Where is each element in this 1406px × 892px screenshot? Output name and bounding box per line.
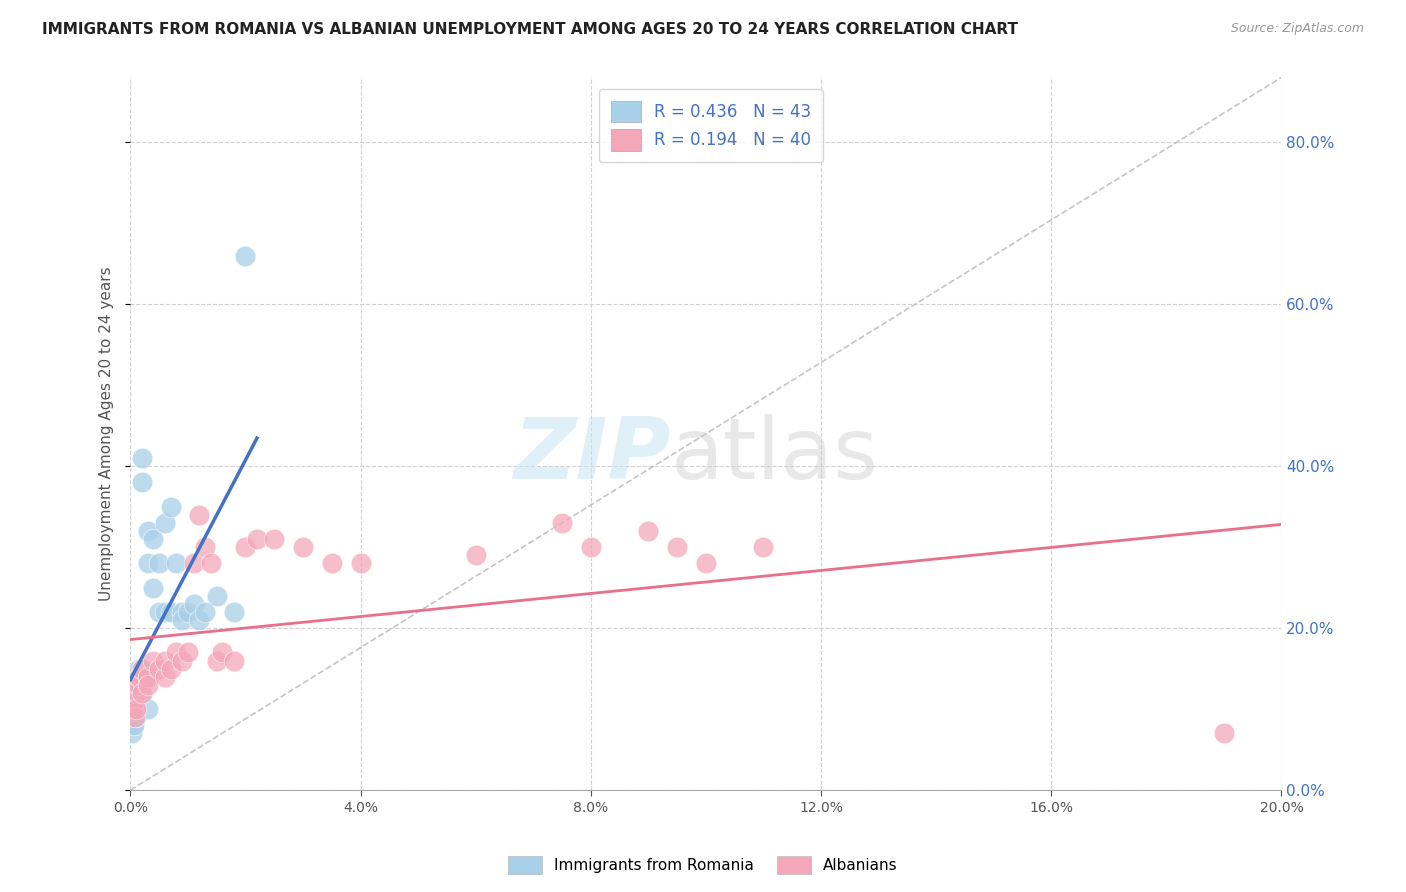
Point bbox=[177, 605, 200, 619]
Point bbox=[349, 557, 371, 571]
Point bbox=[695, 557, 717, 571]
Point bbox=[124, 710, 146, 724]
Point bbox=[124, 694, 146, 708]
Point bbox=[194, 605, 217, 619]
Point bbox=[165, 645, 187, 659]
Point bbox=[205, 654, 228, 668]
Point bbox=[159, 605, 181, 619]
Point bbox=[131, 662, 153, 676]
Point bbox=[131, 678, 153, 692]
Point bbox=[127, 670, 149, 684]
Point bbox=[136, 670, 159, 684]
Point bbox=[131, 686, 153, 700]
Point bbox=[148, 605, 170, 619]
Point bbox=[183, 557, 205, 571]
Point bbox=[165, 557, 187, 571]
Point bbox=[128, 670, 150, 684]
Point bbox=[637, 524, 659, 538]
Point bbox=[235, 540, 257, 554]
Point bbox=[121, 718, 143, 732]
Point bbox=[125, 686, 148, 700]
Point bbox=[131, 451, 153, 466]
Point bbox=[127, 678, 149, 692]
Point bbox=[128, 670, 150, 684]
Point bbox=[136, 670, 159, 684]
Point bbox=[122, 702, 145, 716]
Point bbox=[125, 686, 148, 700]
Point bbox=[128, 662, 150, 676]
Point bbox=[127, 678, 149, 692]
Point bbox=[125, 702, 148, 716]
Point bbox=[1212, 726, 1234, 740]
Point bbox=[122, 710, 145, 724]
Point bbox=[263, 532, 285, 546]
Point bbox=[222, 654, 245, 668]
Legend: Immigrants from Romania, Albanians: Immigrants from Romania, Albanians bbox=[502, 850, 904, 880]
Point bbox=[125, 694, 148, 708]
Point bbox=[148, 662, 170, 676]
Text: Source: ZipAtlas.com: Source: ZipAtlas.com bbox=[1230, 22, 1364, 36]
Point bbox=[121, 702, 143, 716]
Point bbox=[131, 475, 153, 490]
Point bbox=[222, 605, 245, 619]
Y-axis label: Unemployment Among Ages 20 to 24 years: Unemployment Among Ages 20 to 24 years bbox=[100, 267, 114, 601]
Point bbox=[188, 613, 211, 627]
Point bbox=[136, 678, 159, 692]
Point bbox=[136, 702, 159, 716]
Point bbox=[153, 516, 176, 530]
Text: IMMIGRANTS FROM ROMANIA VS ALBANIAN UNEMPLOYMENT AMONG AGES 20 TO 24 YEARS CORRE: IMMIGRANTS FROM ROMANIA VS ALBANIAN UNEM… bbox=[42, 22, 1018, 37]
Point bbox=[183, 597, 205, 611]
Point bbox=[464, 549, 486, 563]
Point bbox=[579, 540, 602, 554]
Point bbox=[153, 605, 176, 619]
Point bbox=[205, 589, 228, 603]
Point bbox=[666, 540, 689, 554]
Point bbox=[142, 654, 165, 668]
Point bbox=[122, 694, 145, 708]
Point bbox=[142, 581, 165, 595]
Point bbox=[211, 645, 233, 659]
Point bbox=[172, 654, 194, 668]
Legend: R = 0.436   N = 43, R = 0.194   N = 40: R = 0.436 N = 43, R = 0.194 N = 40 bbox=[599, 89, 823, 162]
Point bbox=[121, 726, 143, 740]
Point bbox=[177, 645, 200, 659]
Point bbox=[752, 540, 775, 554]
Point bbox=[235, 249, 257, 263]
Point bbox=[129, 678, 152, 692]
Point bbox=[159, 500, 181, 514]
Point bbox=[188, 508, 211, 522]
Point bbox=[159, 662, 181, 676]
Point bbox=[136, 524, 159, 538]
Point bbox=[148, 557, 170, 571]
Point bbox=[131, 662, 153, 676]
Point bbox=[200, 557, 222, 571]
Point bbox=[124, 718, 146, 732]
Point bbox=[291, 540, 314, 554]
Text: atlas: atlas bbox=[671, 414, 879, 497]
Point bbox=[246, 532, 269, 546]
Point bbox=[136, 557, 159, 571]
Point bbox=[153, 670, 176, 684]
Point bbox=[142, 532, 165, 546]
Point bbox=[125, 710, 148, 724]
Point bbox=[172, 605, 194, 619]
Point bbox=[321, 557, 343, 571]
Point bbox=[172, 613, 194, 627]
Point bbox=[124, 702, 146, 716]
Point bbox=[551, 516, 574, 530]
Point bbox=[125, 702, 148, 716]
Text: ZIP: ZIP bbox=[513, 414, 671, 497]
Point bbox=[131, 686, 153, 700]
Point bbox=[153, 654, 176, 668]
Point bbox=[194, 540, 217, 554]
